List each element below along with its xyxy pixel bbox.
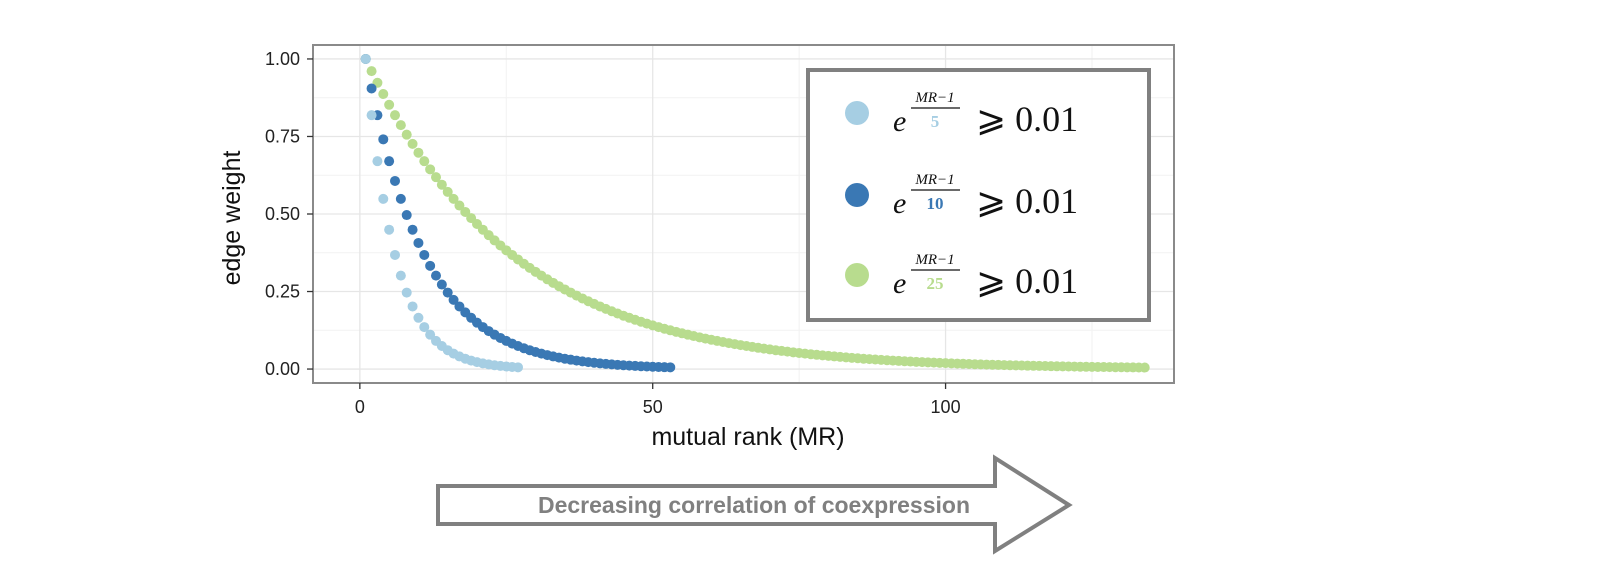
- legend-exponent-denominator: 10: [927, 194, 944, 213]
- data-point: [442, 287, 453, 298]
- data-point: [366, 110, 377, 121]
- data-point: [401, 129, 412, 140]
- x-tick-label: 50: [643, 397, 663, 417]
- data-point: [431, 270, 441, 281]
- legend-base: e: [893, 105, 906, 138]
- x-tick-label: 0: [355, 397, 365, 417]
- data-point: [366, 83, 377, 94]
- y-tick-label: 0.75: [265, 126, 300, 146]
- data-point: [401, 210, 412, 221]
- y-tick-label: 1.00: [265, 49, 300, 69]
- legend-exponent-denominator: 25: [927, 274, 944, 293]
- legend-exponent-numerator: MR−1: [914, 90, 954, 106]
- data-point: [384, 99, 395, 110]
- data-point: [395, 193, 406, 204]
- data-point: [390, 175, 400, 186]
- legend-exponent-denominator: 5: [931, 112, 940, 131]
- legend-exponent-numerator: MR−1: [914, 172, 954, 188]
- legend-item: e MR−1 5 ⩾ 0.01: [845, 90, 1078, 139]
- data-point: [425, 260, 436, 271]
- data-point: [1139, 362, 1150, 373]
- data-point: [407, 138, 418, 149]
- data-point: [513, 362, 523, 373]
- data-point: [431, 172, 441, 183]
- data-point: [378, 193, 389, 204]
- legend-exponent-numerator: MR−1: [914, 252, 954, 268]
- legend-threshold: ⩾ 0.01: [976, 181, 1078, 221]
- legend-base: e: [893, 187, 906, 220]
- y-axis-title: edge weight: [218, 151, 246, 286]
- data-point: [384, 224, 395, 235]
- data-point: [413, 312, 424, 323]
- data-point: [419, 156, 430, 167]
- data-point: [425, 164, 436, 175]
- data-point: [454, 200, 465, 211]
- data-points: [360, 53, 1150, 373]
- legend-item: e MR−1 10 ⩾ 0.01: [845, 172, 1078, 221]
- data-point: [378, 134, 389, 145]
- data-point: [360, 53, 371, 64]
- legend-swatch: [845, 263, 869, 287]
- y-axis: 0.00 0.25 0.50 0.75 1.00: [265, 49, 313, 379]
- data-point: [442, 186, 453, 197]
- data-point: [413, 147, 424, 158]
- data-point: [436, 279, 447, 290]
- data-point: [384, 156, 395, 167]
- data-point: [401, 287, 412, 298]
- direction-arrow: Decreasing correlation of coexpression: [436, 454, 1073, 555]
- data-point: [448, 294, 459, 305]
- data-point: [372, 156, 383, 167]
- data-point: [390, 249, 400, 260]
- data-point: [425, 329, 436, 340]
- data-point: [419, 322, 430, 333]
- legend: e MR−1 5 ⩾ 0.01 e MR−1 10 ⩾ 0.01 e MR−1 25 ⩾ 0.01: [806, 68, 1151, 322]
- data-point: [665, 362, 676, 373]
- x-tick-label: 100: [931, 397, 961, 417]
- data-point: [436, 179, 447, 190]
- data-point: [419, 249, 430, 260]
- arrow-shape: [436, 454, 1073, 555]
- data-point: [378, 89, 389, 100]
- arrow-label: Decreasing correlation of coexpression: [538, 492, 970, 518]
- legend-threshold: ⩾ 0.01: [976, 99, 1078, 139]
- data-point: [390, 110, 400, 121]
- data-point: [413, 237, 424, 248]
- legend-swatch: [845, 183, 869, 207]
- data-point: [366, 66, 377, 77]
- legend-swatch: [845, 101, 869, 125]
- legend-threshold: ⩾ 0.01: [976, 261, 1078, 301]
- x-axis-title: mutual rank (MR): [651, 423, 844, 451]
- data-point: [395, 270, 406, 281]
- data-point: [407, 224, 418, 235]
- legend-base: e: [893, 267, 906, 300]
- y-tick-label: 0.00: [265, 359, 300, 379]
- y-tick-label: 0.25: [265, 282, 300, 302]
- y-tick-label: 0.50: [265, 204, 300, 224]
- x-axis: 0 50 100: [355, 383, 961, 417]
- data-point: [407, 301, 418, 312]
- data-point: [395, 120, 406, 131]
- data-point: [448, 193, 459, 204]
- legend-item: e MR−1 25 ⩾ 0.01: [845, 252, 1078, 301]
